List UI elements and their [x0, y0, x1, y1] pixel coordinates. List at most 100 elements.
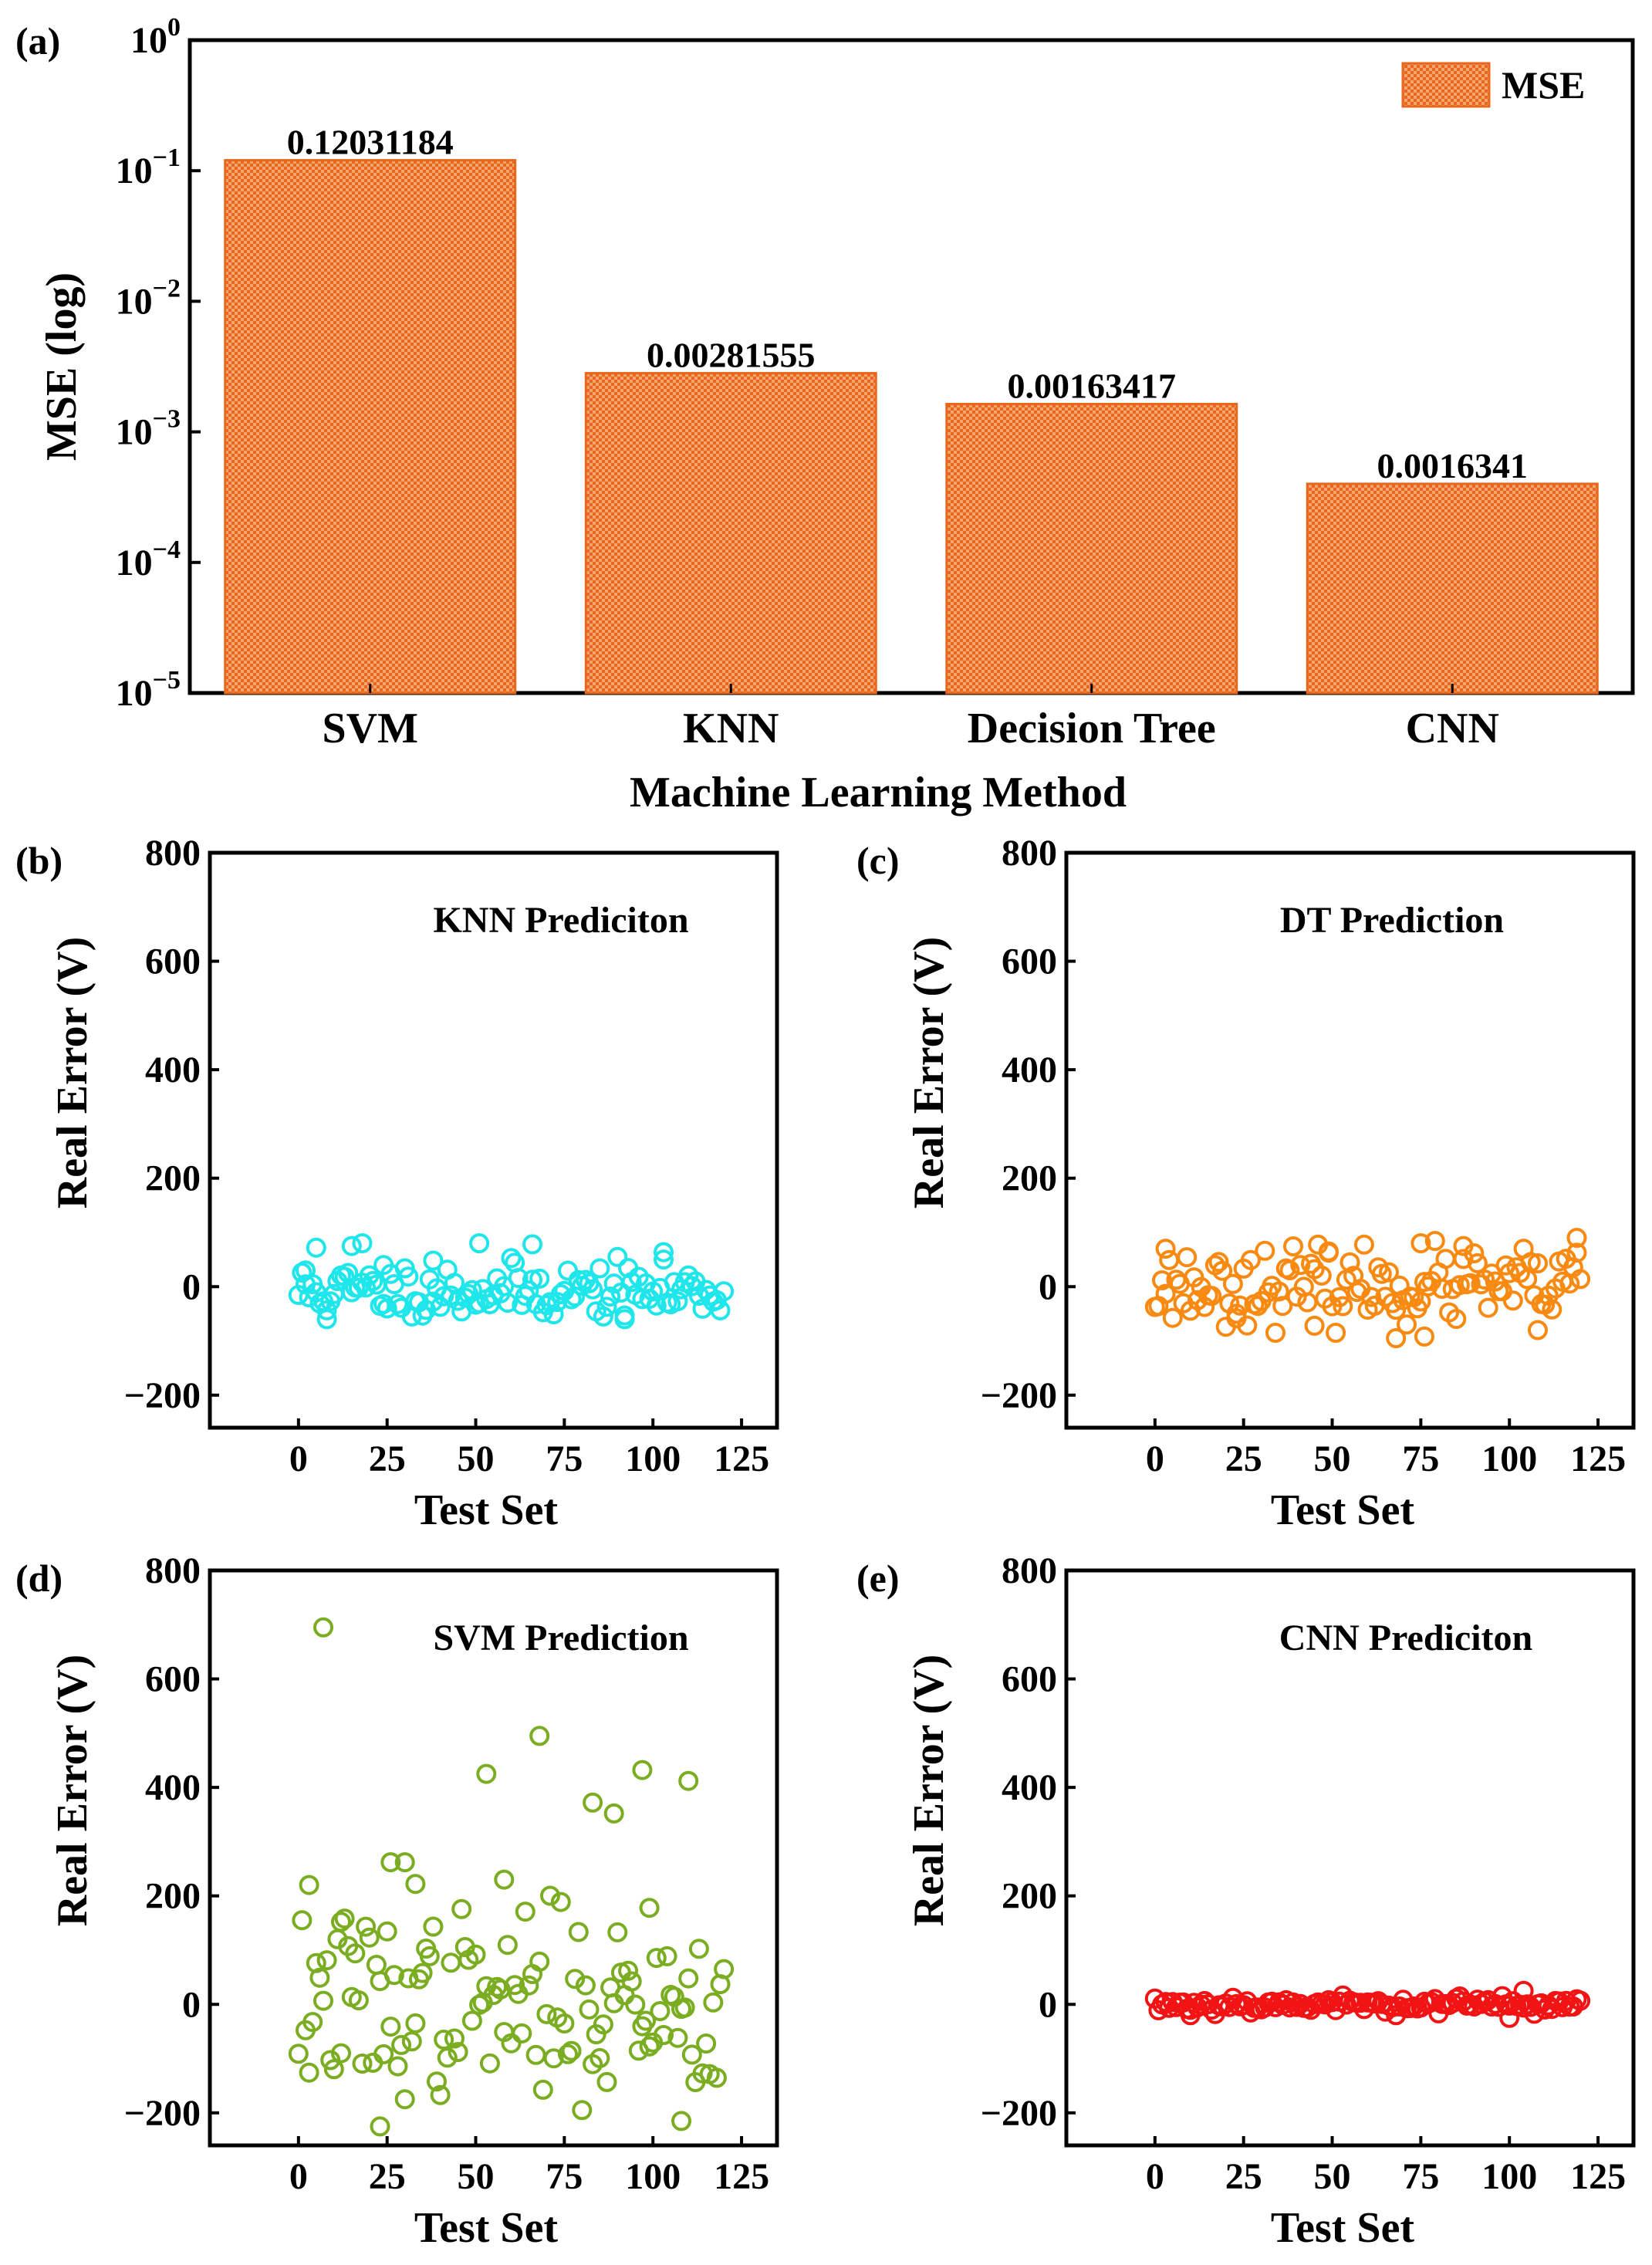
panel-a-y-tick-label: 10−5	[116, 666, 181, 714]
scatter-point	[522, 1269, 542, 1290]
scatter-point	[1520, 1252, 1541, 1273]
panel-b-x-title: Test Set	[414, 1486, 559, 1534]
scatter-point	[706, 2067, 727, 2088]
x-tick-label: 0	[289, 1438, 308, 1479]
scatter-point	[380, 1852, 401, 1873]
scatter-point	[465, 1944, 486, 1965]
scatter-point	[1570, 1269, 1591, 1290]
x-tick-label: 50	[1314, 1438, 1351, 1479]
scatter-point	[1155, 1239, 1176, 1259]
scatter-point	[1212, 1260, 1233, 1281]
y-tick-label: 0	[182, 1266, 201, 1307]
scatter-point	[1471, 1274, 1492, 1295]
scatter-point	[657, 1946, 677, 1966]
panel-d-label: (d)	[15, 1557, 62, 1600]
scatter-point	[583, 1792, 603, 1813]
scatter-point	[554, 2013, 575, 2033]
scatter-point	[654, 2025, 674, 2045]
y-tick-label: 200	[145, 1158, 201, 1199]
scatter-point	[703, 1992, 724, 2013]
scatter-point	[1528, 1253, 1548, 1273]
panel-a-bars: 0.12031184 0.00281555 0.00163417 0.0016341	[224, 123, 1599, 695]
scatter-point	[296, 1260, 316, 1281]
scatter-point	[1269, 1281, 1289, 1302]
panel-a-x-tick-label: KNN	[683, 705, 779, 752]
scatter-point	[618, 1960, 639, 1981]
panel-d-title: SVM Prediction	[433, 1618, 688, 1658]
x-tick-label: 25	[1225, 1438, 1262, 1479]
y-tick-label: 200	[1002, 1876, 1057, 1917]
scatter-point	[590, 1258, 610, 1279]
y-tick-label: −200	[981, 1375, 1057, 1416]
panel-a-y-title: MSE (log)	[38, 272, 86, 461]
scatter-point	[1435, 1249, 1456, 1269]
scatter-point	[1333, 1296, 1353, 1317]
scatter-point	[1542, 1299, 1562, 1320]
scatter-point	[309, 1967, 330, 1988]
scatter-point	[1265, 1323, 1285, 1343]
y-tick-label: 400	[1002, 1050, 1057, 1090]
plot-frame	[208, 850, 779, 1430]
x-tick-label: 75	[1402, 2156, 1439, 2197]
scatter-point	[646, 1948, 667, 1969]
plot-frame	[1064, 1568, 1636, 2148]
scatter-point	[688, 1939, 709, 1959]
scatter-point	[610, 1282, 631, 1303]
scatter-point	[667, 1291, 688, 1312]
scatter-point	[405, 2013, 426, 2033]
x-tick-label: 0	[289, 2156, 308, 2197]
plot-frame	[208, 1568, 779, 2148]
panel-d-x-title: Test Set	[414, 2204, 559, 2252]
x-tick-label: 125	[714, 1438, 769, 1479]
scatter-point	[359, 1927, 380, 1948]
panel-c-title: DT Prediction	[1280, 900, 1504, 941]
scatter-point	[593, 2014, 613, 2035]
scatter-point	[550, 1284, 571, 1304]
x-tick-label: 125	[1570, 1438, 1626, 1479]
x-tick-label: 50	[458, 2156, 495, 2197]
bar-cnn	[1306, 482, 1599, 695]
scatter-point	[341, 1236, 362, 1256]
panel-b-y-title: Real Error (V)	[49, 937, 96, 1209]
x-tick-label: 125	[1570, 2156, 1626, 2197]
scatter-point	[525, 2044, 546, 2065]
scatter-point	[710, 1300, 731, 1320]
y-tick-label: 800	[145, 833, 201, 874]
scatter-point	[607, 1246, 628, 1267]
scatter-point	[394, 1852, 415, 1873]
scatter-point	[299, 2062, 319, 2083]
scatter-point	[696, 2033, 717, 2054]
scatter-point	[363, 1271, 383, 1291]
scatter-point	[423, 1250, 444, 1271]
scatter-point	[583, 1279, 603, 1300]
scatter-point	[299, 1875, 319, 1895]
panel-a-y-tick-label: 10−4	[116, 536, 181, 583]
panel-a-x-tick-label: SVM	[323, 705, 418, 752]
scatter-point	[579, 1999, 600, 2020]
scatter-point	[1208, 1252, 1229, 1273]
y-tick-label: 800	[1002, 1550, 1057, 1591]
y-tick-label: −200	[981, 2093, 1057, 2134]
scatter-point	[1226, 1303, 1247, 1324]
scatter-point	[519, 1975, 539, 1996]
scatter-point	[383, 1965, 404, 1986]
scatter-point	[621, 1971, 642, 1992]
scatter-point	[1513, 1980, 1534, 2001]
scatter-point	[377, 1921, 397, 1942]
scatter-point	[639, 2036, 660, 2057]
scatter-point	[1467, 1253, 1488, 1273]
scatter-point	[323, 2059, 344, 2080]
panel-a-x-ticks: SVM KNN Decision Tree CNN	[323, 684, 1499, 752]
panel-d-y-title: Real Error (V)	[49, 1655, 96, 1927]
scatter-point	[380, 2017, 401, 2037]
scatter-point	[444, 1273, 465, 1293]
x-tick-label: 100	[625, 1438, 681, 1479]
scatter-point	[1570, 1990, 1591, 2011]
scatter-point	[1528, 1320, 1548, 1340]
scatter-point	[529, 1268, 550, 1289]
legend-swatch-mse	[1401, 62, 1491, 108]
scatter-point	[334, 1908, 355, 1929]
scatter-point	[373, 1255, 394, 1276]
scatter-point	[1410, 1233, 1431, 1253]
scatter-point	[714, 1959, 735, 1979]
